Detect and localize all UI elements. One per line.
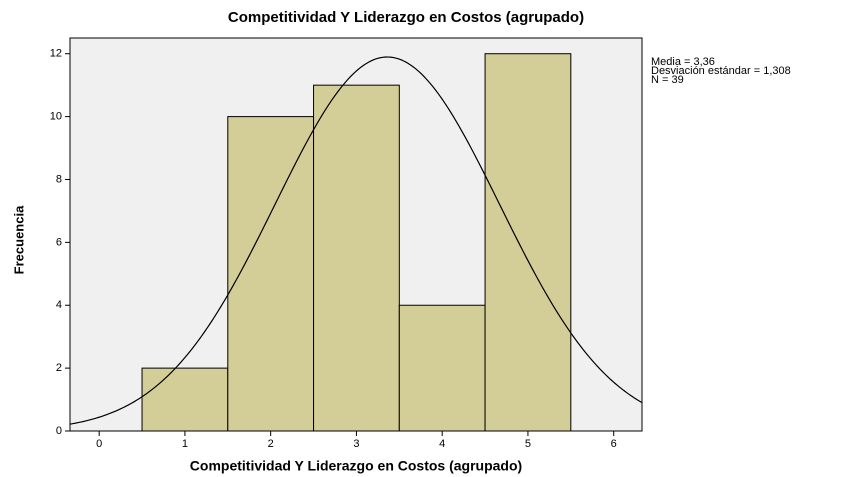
x-tick-label: 6	[611, 438, 617, 450]
stats-label: Desviación estándar = 1,308	[651, 65, 791, 77]
y-tick-label: 2	[56, 362, 62, 374]
x-tick-label: 1	[182, 438, 188, 450]
y-tick-label: 8	[56, 173, 62, 185]
bar	[313, 84, 400, 432]
stats-label: N = 39	[651, 74, 684, 86]
normal-curve	[69, 56, 643, 425]
bar	[484, 53, 572, 432]
y-tick-label: 12	[50, 48, 62, 60]
bar	[398, 304, 486, 432]
x-tick-label: 2	[268, 438, 274, 450]
x-tick-label: 4	[439, 438, 445, 450]
x-tick-label: 0	[96, 438, 102, 450]
y-axis-label: Frecuencia	[11, 205, 26, 274]
bar	[227, 116, 315, 432]
x-axis-label: Competitividad Y Liderazgo en Costos (ag…	[190, 458, 522, 474]
chart-title: Competitividad Y Liderazgo en Costos (ag…	[228, 9, 584, 26]
y-tick-label: 0	[56, 425, 62, 437]
x-tick-label: 5	[525, 438, 531, 450]
bar	[141, 367, 229, 432]
stats-label: Media = 3,36	[651, 56, 715, 68]
y-tick-label: 10	[50, 111, 62, 123]
y-tick-label: 4	[56, 299, 62, 311]
y-tick-label: 6	[56, 236, 62, 248]
x-tick-label: 3	[353, 438, 359, 450]
